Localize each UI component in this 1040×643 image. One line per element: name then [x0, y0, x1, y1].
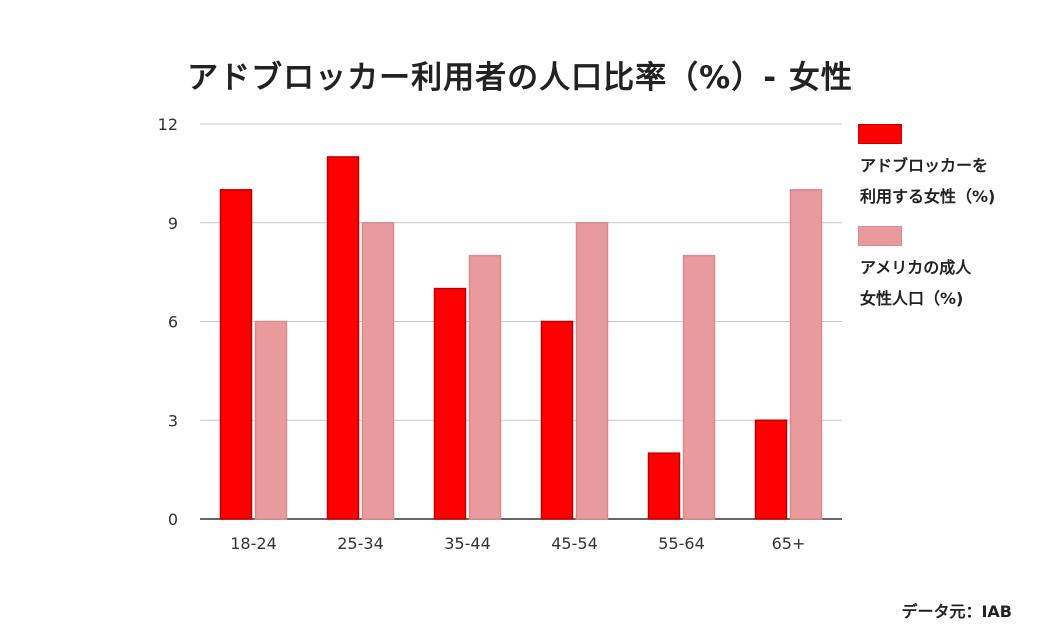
- legend: アドブロッカーを 利用する女性（%) アメリカの成人 女性人口（%): [858, 124, 1038, 328]
- y-tick-label: 0: [168, 510, 178, 529]
- source-note: データ元：IAB: [901, 602, 1012, 621]
- bar-adblock-users: [219, 189, 253, 520]
- gridlines: [200, 123, 842, 520]
- bar-adblock-users: [433, 287, 467, 520]
- x-tick-label: 25-34: [337, 534, 384, 553]
- legend-item-us-population: アメリカの成人 女性人口（%): [858, 226, 1038, 314]
- legend-swatch-adblock-users: [858, 124, 902, 144]
- bar-us-population: [361, 222, 395, 520]
- legend-label-adblock-users: アドブロッカーを 利用する女性（%): [860, 156, 996, 206]
- legend-item-adblock-users: アドブロッカーを 利用する女性（%): [858, 124, 1038, 212]
- x-tick-label: 35-44: [444, 534, 491, 553]
- bar-us-population: [789, 189, 823, 520]
- y-axis-ticks: 0 3 6 9 12: [158, 115, 178, 529]
- y-tick-label: 6: [168, 313, 178, 332]
- x-tick-label: 65+: [772, 534, 806, 553]
- x-tick-label: 18-24: [230, 534, 277, 553]
- bars: [219, 156, 823, 520]
- bar-us-population: [468, 254, 502, 520]
- legend-swatch-us-population: [858, 226, 902, 246]
- bar-us-population: [575, 222, 609, 520]
- bar-us-population: [254, 320, 288, 520]
- legend-label-us-population: アメリカの成人 女性人口（%): [860, 258, 972, 308]
- x-axis-ticks: 18-24 25-34 35-44 45-54 55-64 65+: [230, 534, 805, 553]
- y-tick-label: 12: [158, 115, 178, 134]
- bar-adblock-users: [540, 320, 574, 520]
- x-tick-label: 55-64: [658, 534, 705, 553]
- bar-adblock-users: [326, 156, 360, 520]
- y-tick-label: 3: [168, 411, 178, 430]
- x-tick-label: 45-54: [551, 534, 598, 553]
- y-tick-label: 9: [168, 214, 178, 233]
- bar-adblock-users: [647, 452, 681, 520]
- bar-adblock-users: [754, 419, 788, 520]
- bar-us-population: [682, 254, 716, 520]
- chart-title: アドブロッカー利用者の人口比率（%）- 女性: [187, 60, 853, 96]
